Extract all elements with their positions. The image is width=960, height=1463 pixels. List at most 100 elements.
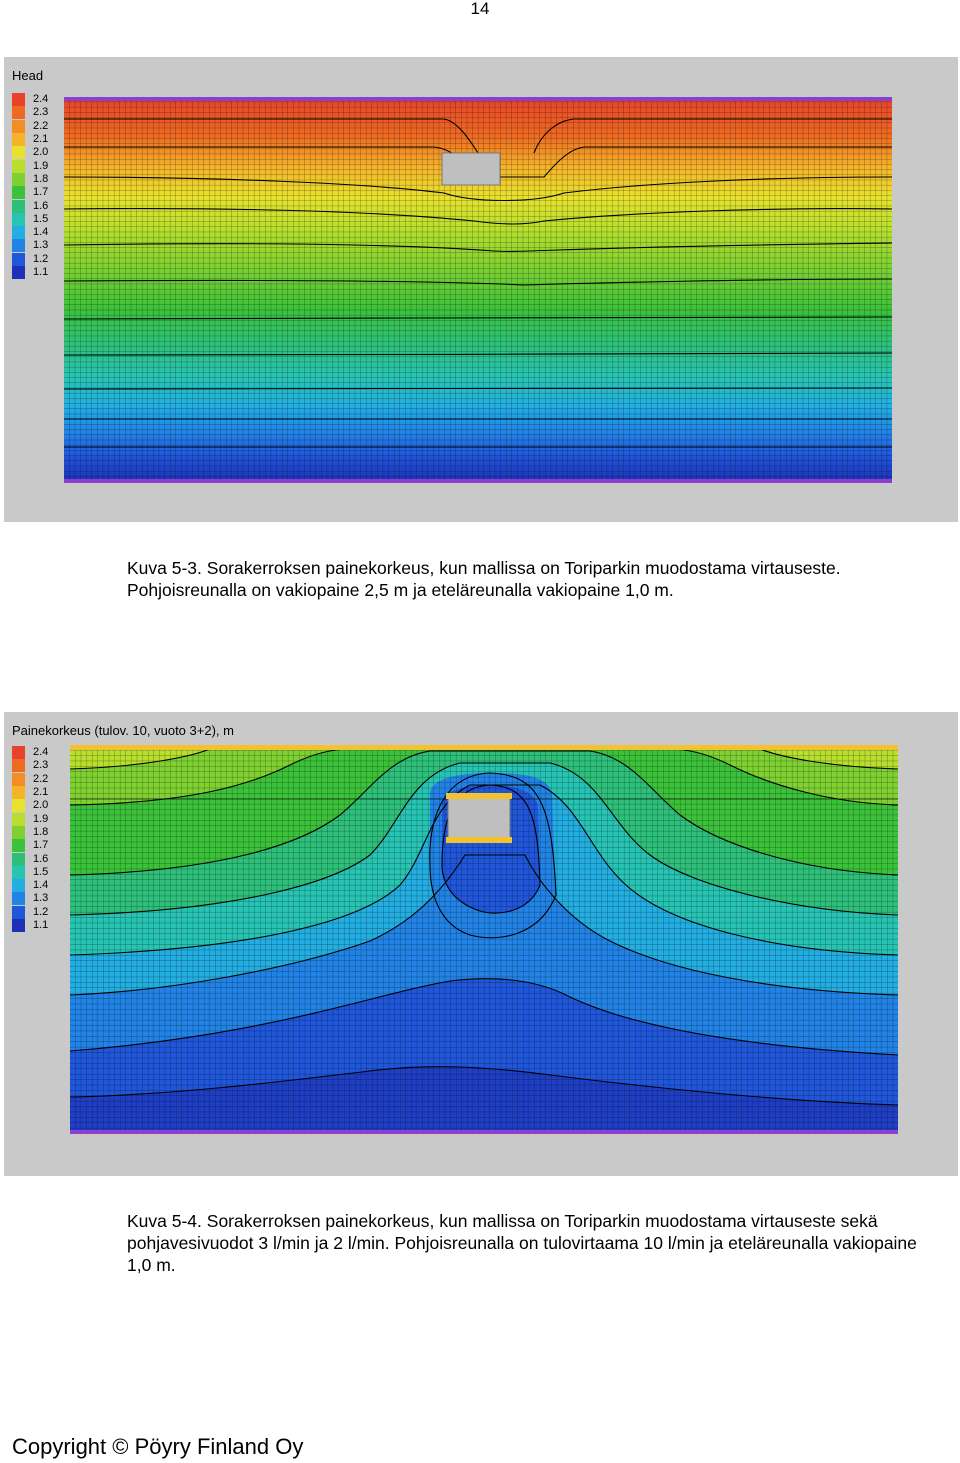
legend-entry: 1.5 — [12, 865, 49, 879]
legend-swatch — [12, 119, 25, 133]
pressure-head-contour-plot — [70, 745, 898, 1134]
legend-value: 1.6 — [33, 199, 49, 212]
legend-swatch — [12, 919, 25, 932]
legend-entry: 1.9 — [12, 159, 48, 173]
legend-swatch — [12, 865, 25, 879]
legend-entry: 2.2 — [12, 772, 49, 786]
figure-caption: Kuva 5-4. Sorakerroksen painekorkeus, ku… — [127, 1211, 917, 1275]
legend-swatch — [12, 199, 25, 213]
legend-value: 1.1 — [33, 919, 49, 931]
legend-value: 1.3 — [33, 892, 49, 905]
legend-swatch — [12, 146, 25, 160]
legend-value: 1.4 — [33, 226, 49, 239]
legend-entry: 1.4 — [12, 226, 49, 240]
legend-value: 2.2 — [33, 119, 49, 132]
legend-value: 1.8 — [33, 825, 49, 838]
legend-entry: 1.3 — [12, 892, 49, 906]
legend-swatch — [12, 839, 25, 853]
legend-value: 2.3 — [33, 759, 49, 772]
leak-boundary-south — [446, 837, 512, 843]
legend-swatch — [12, 212, 25, 226]
bottom-boundary — [64, 479, 892, 483]
top-boundary — [64, 97, 892, 101]
legend-entry: 1.9 — [12, 812, 49, 826]
legend-swatch — [12, 172, 25, 186]
legend-entry: 1.3 — [12, 239, 49, 253]
legend-entry: 1.6 — [12, 199, 49, 213]
legend-value: 2.2 — [33, 772, 49, 785]
legend-value: 2.1 — [33, 786, 49, 799]
figure-caption: Kuva 5-3. Sorakerroksen painekorkeus, ku… — [127, 558, 841, 600]
legend-entry: 2.1 — [12, 786, 49, 800]
legend-entry: 2.2 — [12, 119, 49, 133]
legend-swatch — [12, 226, 25, 240]
legend-swatch — [12, 879, 25, 893]
legend-swatch — [12, 772, 25, 786]
legend-value: 1.1 — [33, 266, 49, 278]
bottom-boundary — [70, 1130, 898, 1134]
legend-value: 2.3 — [33, 106, 49, 119]
page-number: 14 — [470, 0, 490, 18]
copyright-footer: Copyright © Pöyry Finland Oy — [12, 1434, 304, 1459]
legend-swatch — [12, 852, 25, 866]
pressure-head-contour-figure: Painekorkeus (tulov. 10, vuoto 3+2), m 2… — [4, 712, 958, 1176]
legend-entry: 1.8 — [12, 825, 49, 839]
legend-value: 1.6 — [33, 852, 49, 865]
legend-entry: 1.7 — [12, 839, 49, 853]
legend-swatch — [12, 133, 25, 147]
legend-entry: 1.8 — [12, 172, 49, 186]
parking-structure — [447, 796, 511, 842]
legend-entry: 1.5 — [12, 212, 49, 226]
figure-title: Head — [12, 68, 44, 83]
legend-swatch — [12, 159, 25, 173]
legend-swatch — [12, 812, 25, 826]
legend-entry: 1.2 — [12, 252, 49, 266]
legend-value: 1.3 — [33, 239, 49, 252]
legend-entry: 2.3 — [12, 759, 49, 773]
legend-entry: 2.4 — [12, 93, 49, 107]
color-legend: 2.4 2.3 2.2 2.1 2.0 1.9 1.8 1.7 1.6 1.5 1.4 1.3 1.2 1… — [12, 93, 48, 279]
legend-entry: 1.1 — [12, 919, 48, 932]
legend-value: 1.5 — [33, 865, 49, 878]
legend-swatch — [12, 892, 25, 906]
legend-entry: 2.1 — [12, 133, 49, 147]
legend-entry: 2.4 — [12, 746, 49, 760]
legend-value: 1.7 — [33, 839, 49, 852]
legend-swatch — [12, 252, 25, 266]
top-inflow-boundary — [70, 745, 898, 750]
legend-value: 2.0 — [33, 146, 49, 159]
legend-swatch — [12, 905, 25, 919]
color-legend: 2.4 2.3 2.2 2.1 2.0 1.9 1.8 1.7 1.6 1.5 1.4 1.3 1.2 1… — [12, 746, 48, 932]
legend-entry: 1.7 — [12, 186, 48, 200]
legend-value: 2.4 — [33, 746, 49, 759]
legend-value: 2.1 — [33, 133, 49, 146]
contour-lines — [64, 118, 892, 448]
figure-title: Painekorkeus (tulov. 10, vuoto 3+2), m — [12, 723, 234, 738]
legend-value: 1.5 — [33, 212, 49, 225]
legend-value: 1.9 — [33, 812, 49, 825]
legend-value: 2.4 — [33, 93, 49, 106]
legend-swatch — [12, 239, 25, 253]
legend-entry: 2.0 — [12, 146, 49, 160]
legend-entry: 1.2 — [12, 905, 49, 919]
leak-boundary-north — [446, 793, 512, 799]
legend-entry: 1.1 — [12, 266, 48, 279]
legend-entry: 1.6 — [12, 852, 49, 866]
legend-entry: 1.4 — [12, 879, 49, 893]
parking-structure — [441, 152, 501, 186]
legend-entry: 2.3 — [12, 106, 49, 120]
legend-swatch — [12, 746, 25, 760]
legend-swatch — [12, 786, 25, 800]
legend-swatch — [12, 93, 25, 107]
legend-swatch — [12, 799, 25, 813]
legend-entry: 2.0 — [12, 799, 49, 813]
legend-value: 1.2 — [33, 905, 49, 918]
legend-value: 1.2 — [33, 252, 49, 265]
head-contour-plot — [64, 97, 892, 483]
legend-value: 2.0 — [33, 799, 49, 812]
legend-value: 1.4 — [33, 879, 49, 892]
legend-swatch — [12, 186, 25, 200]
legend-swatch — [12, 825, 25, 839]
legend-value: 1.8 — [33, 172, 49, 185]
legend-swatch — [12, 759, 25, 773]
